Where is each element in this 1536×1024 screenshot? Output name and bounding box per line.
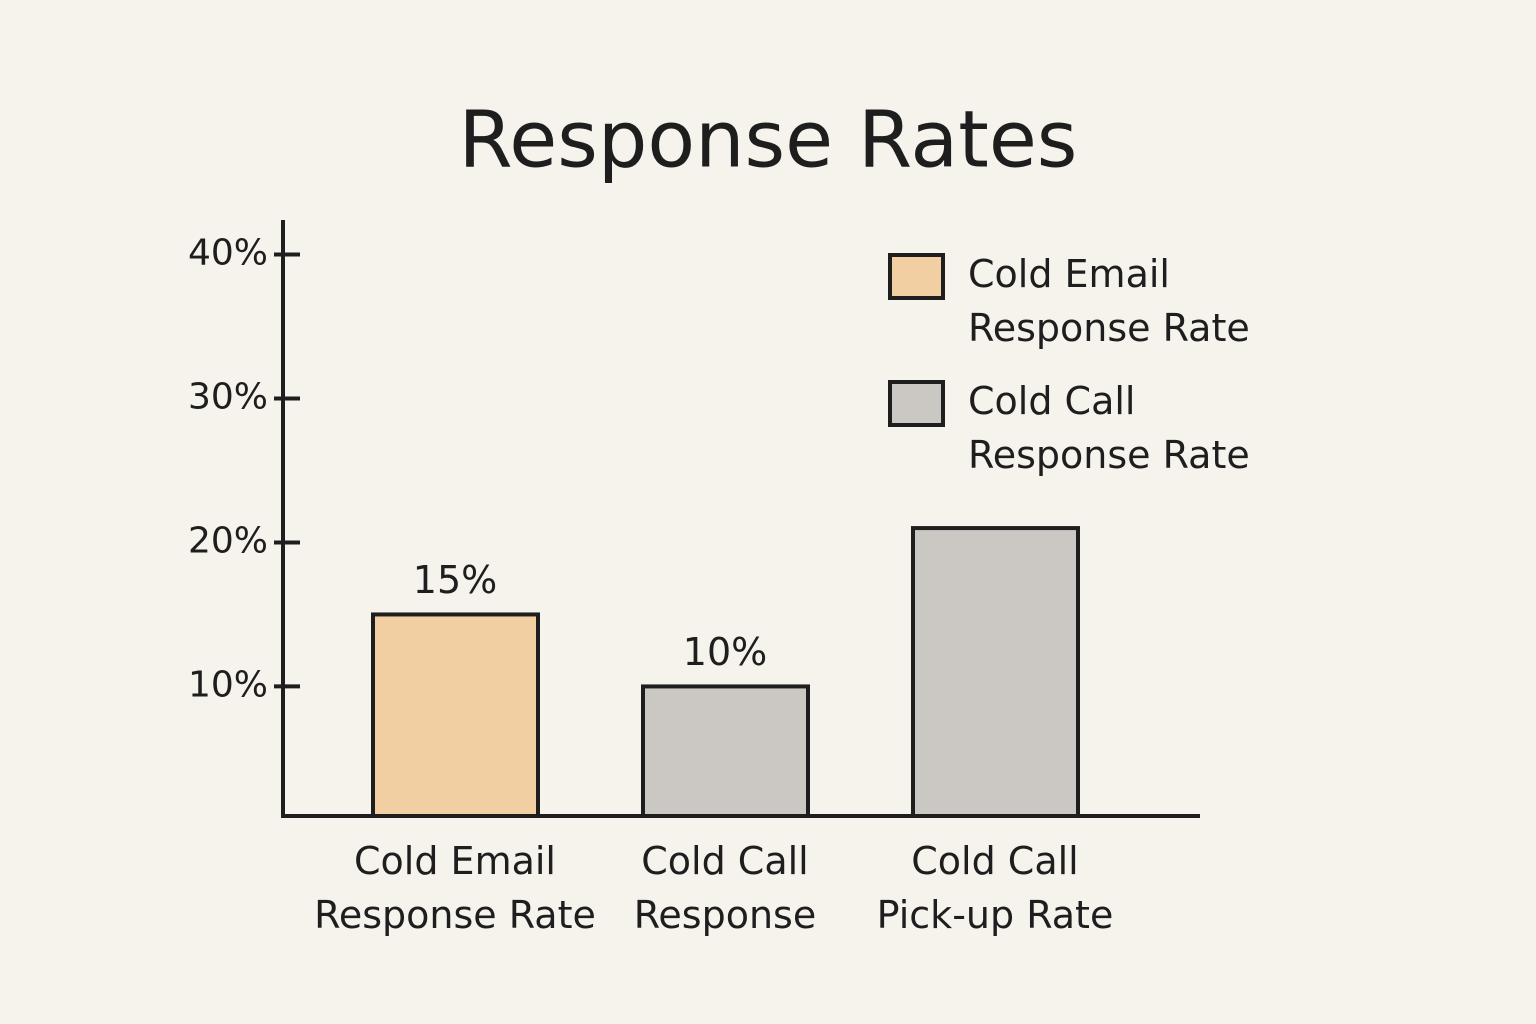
x-tick-label: Cold Call Response [633,839,817,937]
x-tick-label: Cold Email Response Rate [314,839,596,937]
legend-swatch [888,253,945,300]
bar [371,612,540,818]
value-label: 15% [413,558,497,602]
legend-label: Cold Call Response Rate [968,379,1250,477]
y-tick-label: 40% [188,233,268,274]
legend-swatch [888,380,945,427]
bar [911,526,1080,818]
legend-label: Cold Email Response Rate [968,252,1250,350]
y-tick-label: 30% [188,377,268,418]
bar [641,684,810,818]
y-tick-label: 10% [188,664,268,705]
chart-title: Response Rates [459,95,1078,185]
x-tick-label: Cold Call Pick-up Rate [876,839,1114,937]
value-label: 10% [683,630,767,674]
y-tick-label: 20% [188,520,268,561]
